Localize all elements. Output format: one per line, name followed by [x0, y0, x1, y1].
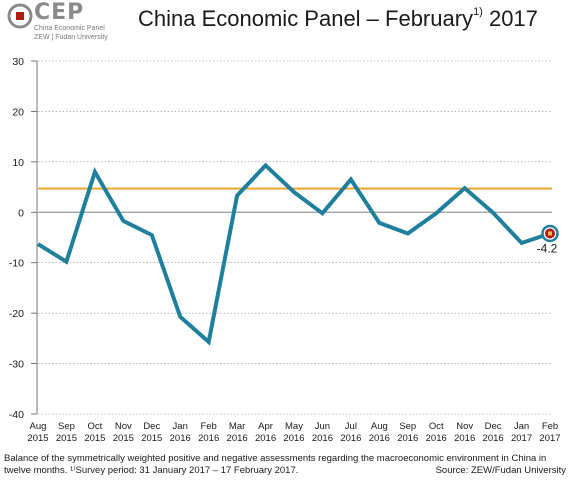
title-footnote-mark: 1) [473, 5, 483, 18]
last-point-marker-center [548, 231, 552, 236]
y-tick-label: 30 [12, 56, 24, 68]
x-tick-label-month: May [285, 421, 303, 432]
x-tick-label-year: 2016 [255, 433, 276, 444]
logo [6, 2, 126, 46]
y-tick-label: -10 [9, 258, 24, 270]
x-tick-label-month: Jan [173, 421, 188, 432]
x-tick-label-month: Oct [429, 421, 444, 432]
data-label-last: -4.2 [537, 241, 558, 255]
title-year: 2017 [482, 6, 538, 31]
x-tick-label-year: 2015 [27, 433, 48, 444]
x-tick-label-month: Jan [514, 421, 529, 432]
caption-line-1: Balance of the symmetrically weighted po… [4, 453, 547, 464]
x-tick-label-year: 2016 [312, 433, 333, 444]
y-tick-label: -30 [9, 359, 24, 371]
x-tick-label-month: Aug [371, 421, 388, 432]
y-tick-label: -40 [9, 409, 24, 421]
x-tick-label-year: 2016 [454, 433, 475, 444]
x-tick-label-year: 2016 [397, 433, 418, 444]
x-tick-label-month: Sep [58, 421, 75, 432]
y-tick-label: 0 [18, 207, 24, 219]
x-tick-label-year: 2016 [369, 433, 390, 444]
x-tick-label-year: 2015 [113, 433, 134, 444]
x-tick-label-year: 2016 [170, 433, 191, 444]
logo-affiliation: ZEW | Fudan University [34, 34, 108, 41]
series-line [36, 162, 551, 346]
x-tick-label-month: Feb [542, 421, 558, 432]
caption-line-2: twelve months. ¹⁾Survey period: 31 Janua… [4, 465, 299, 476]
x-tick-label-year: 2017 [539, 433, 560, 444]
x-tick-label-year: 2016 [198, 433, 219, 444]
x-tick-label-year: 2016 [483, 433, 504, 444]
x-tick-label-year: 2017 [511, 433, 532, 444]
x-tick-label-month: Aug [30, 421, 47, 432]
logo-emblem-icon [7, 3, 33, 29]
x-tick-label-month: Jul [345, 421, 357, 432]
x-tick-label-year: 2015 [141, 433, 162, 444]
x-tick-label-month: Nov [456, 421, 473, 432]
x-tick-label-month: Apr [258, 421, 273, 432]
title-main: China Economic Panel – February [138, 6, 474, 31]
x-tick-label-year: 2016 [426, 433, 447, 444]
logo-subtitle: China Economic Panel [34, 25, 105, 32]
line-chart: 3020100-10-20-30-40Aug2015Sep2015Oct2015… [9, 56, 561, 444]
x-tick-label-year: 2015 [84, 433, 105, 444]
x-tick-label-year: 2016 [227, 433, 248, 444]
x-tick-label-month: Jun [315, 421, 330, 432]
x-tick-label-month: Feb [200, 421, 216, 432]
x-tick-label-month: Dec [485, 421, 502, 432]
x-tick-label-year: 2016 [340, 433, 361, 444]
x-tick-label-year: 2015 [56, 433, 77, 444]
x-tick-label-month: Nov [115, 421, 132, 432]
page-title: China Economic Panel – February1) 2017 [138, 6, 538, 32]
x-tick-label-year: 2016 [283, 433, 304, 444]
y-tick-label: -20 [9, 308, 24, 320]
chart-caption: Balance of the symmetrically weighted po… [4, 453, 566, 477]
source-note: Source: ZEW/Fudan University [435, 465, 566, 476]
x-tick-label-month: Oct [87, 421, 102, 432]
x-tick-label-month: Mar [229, 421, 245, 432]
x-tick-label-month: Dec [143, 421, 160, 432]
x-tick-label-month: Sep [399, 421, 416, 432]
logo-text: CEP [34, 0, 85, 25]
y-tick-label: 10 [12, 157, 24, 169]
y-tick-label: 20 [12, 106, 24, 118]
